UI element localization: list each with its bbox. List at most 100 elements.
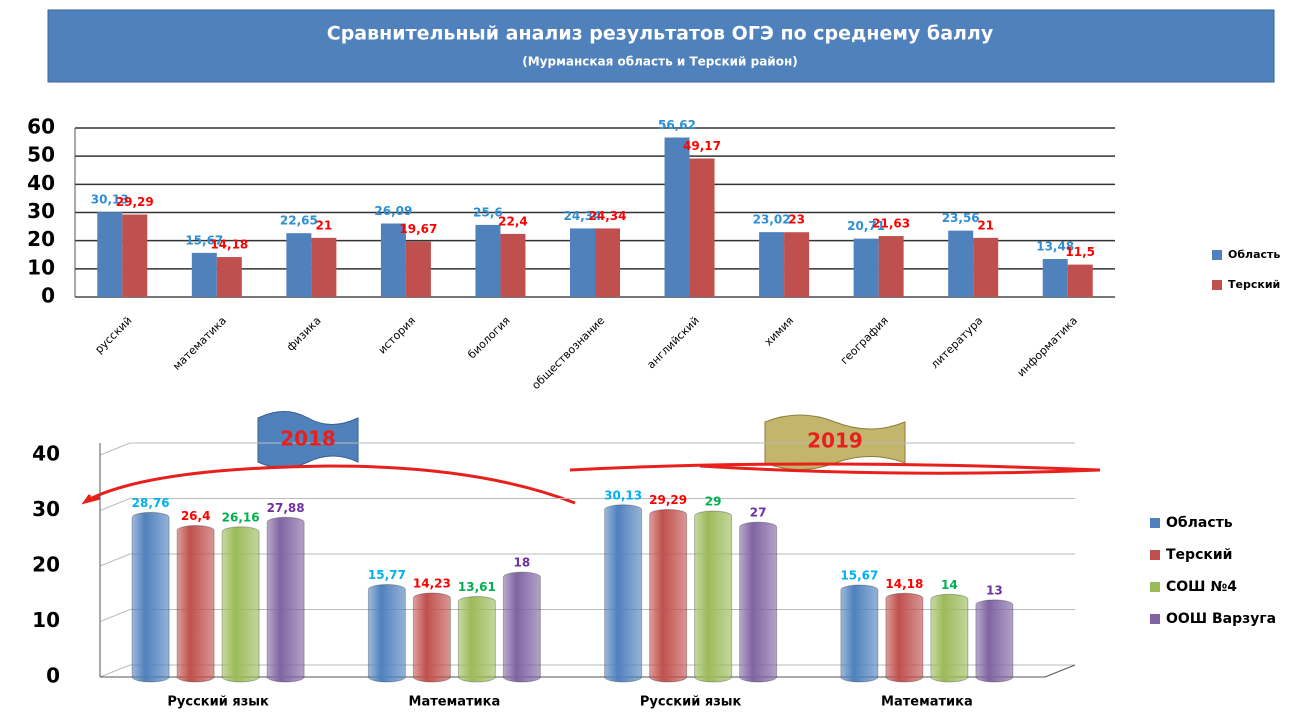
value-label: 14,18: [885, 577, 923, 591]
bar: [570, 228, 595, 297]
value-label: 15,67: [185, 233, 223, 247]
bar: [176, 525, 215, 683]
legend-label: Область: [1228, 248, 1280, 261]
bar: [840, 584, 879, 683]
floor-edge: [1044, 664, 1076, 678]
value-label: 49,17: [683, 139, 721, 153]
legend-swatch: [1212, 250, 1222, 260]
flag-2019: [764, 414, 906, 470]
y-tick-label: 30: [32, 497, 60, 521]
value-label: 21: [977, 218, 994, 232]
x-tick-label: история: [376, 314, 418, 356]
value-label: 19,67: [399, 222, 437, 236]
value-label: 11,5: [1065, 245, 1095, 259]
value-label: 23,56: [942, 211, 980, 225]
bar: [973, 237, 999, 297]
bar: [595, 228, 620, 297]
value-label: 30,13: [91, 193, 129, 207]
bar: [694, 510, 733, 683]
annotation: 2019: [807, 429, 863, 453]
title: Сравнительный анализ результатов ОГЭ по …: [327, 23, 994, 45]
value-label: 21: [316, 218, 333, 232]
value-label: 20,71: [847, 219, 885, 233]
y-tick-label: 40: [27, 171, 55, 195]
bar: [759, 232, 785, 297]
x-tick-label: английский: [644, 314, 701, 371]
value-label: 13: [986, 583, 1003, 597]
bar: [367, 583, 406, 683]
bar: [502, 571, 541, 683]
value-label: 25,6: [473, 205, 503, 219]
title-banner: [47, 9, 1275, 83]
bar: [1042, 259, 1068, 297]
value-label: 27,88: [267, 501, 305, 515]
bar: [475, 224, 501, 297]
legend-label: ООШ Варзуга: [1166, 611, 1276, 627]
grid-diagonal: [99, 442, 131, 456]
highlight-curve: [87, 464, 576, 505]
bar: [948, 230, 974, 297]
legend-label: СОШ №4: [1166, 579, 1237, 595]
x-tick-label: Математика: [881, 695, 973, 710]
y-tick-label: 10: [32, 608, 60, 632]
bar: [216, 257, 242, 297]
bar: [649, 508, 688, 683]
bar: [405, 241, 431, 297]
value-label: 21,63: [872, 217, 910, 231]
x-tick-label: информатика: [1015, 314, 1080, 379]
value-label: 26,09: [374, 204, 412, 218]
value-label: 23,02: [753, 213, 791, 227]
subtitle: (Мурманская область и Терский район): [522, 55, 797, 69]
value-label: 56,62: [658, 118, 696, 132]
x-tick-label: литература: [928, 314, 985, 371]
x-tick-label: обществознание: [529, 314, 607, 392]
bar: [1067, 264, 1093, 297]
x-tick-label: география: [838, 314, 891, 367]
x-tick-label: Русский язык: [167, 695, 269, 710]
value-label: 24,34: [589, 209, 627, 223]
bar: [500, 233, 526, 297]
bar: [853, 238, 879, 297]
x-tick-label: химия: [762, 314, 796, 348]
highlight-curve: [81, 494, 101, 505]
bar: [266, 516, 305, 683]
bar: [122, 214, 148, 297]
y-tick-label: 0: [46, 664, 60, 688]
bar: [191, 252, 217, 297]
value-label: 15,67: [840, 569, 878, 583]
value-label: 18: [514, 556, 531, 570]
bar: [878, 236, 904, 297]
bar: [457, 595, 496, 683]
bar: [412, 592, 451, 683]
legend-label: Область: [1166, 515, 1233, 531]
y-tick-label: 50: [27, 143, 55, 167]
value-label: 14: [941, 578, 958, 592]
bar: [286, 233, 312, 297]
y-tick-label: 60: [27, 115, 55, 139]
bar: [784, 232, 810, 297]
bar: [885, 592, 924, 683]
bar: [380, 223, 406, 297]
value-label: 27: [750, 506, 767, 520]
value-label: 22,4: [498, 214, 528, 228]
grid-diagonal: [99, 609, 131, 622]
value-label: 29,29: [116, 195, 154, 209]
x-tick-label: физика: [284, 314, 324, 354]
bar: [975, 599, 1014, 683]
bar: [664, 137, 690, 297]
value-label: 29: [705, 495, 722, 509]
x-tick-label: биология: [465, 314, 512, 361]
y-tick-label: 20: [27, 227, 55, 251]
bar: [689, 158, 715, 297]
x-tick-label: русский: [92, 314, 134, 356]
value-label: 24,34: [564, 209, 602, 223]
legend-swatch: [1150, 582, 1160, 592]
value-label: 22,65: [280, 214, 318, 228]
legend-swatch: [1150, 518, 1160, 528]
annotation: 2018: [280, 427, 336, 451]
y-tick-label: 10: [27, 255, 55, 279]
y-tick-label: 0: [41, 284, 55, 308]
x-tick-label: Русский язык: [640, 695, 742, 710]
